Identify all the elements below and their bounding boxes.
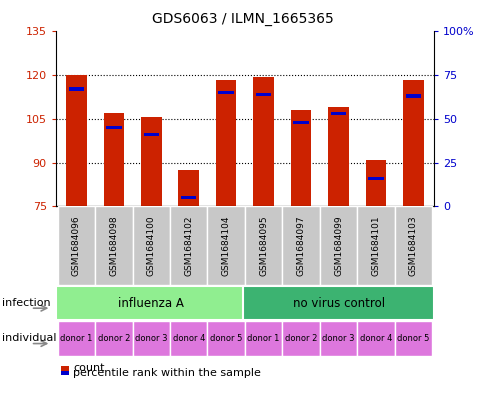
Bar [402, 79, 423, 206]
Bar [66, 75, 87, 206]
Bar [357, 321, 394, 356]
Text: GSM1684097: GSM1684097 [296, 215, 305, 276]
Text: influenza A: influenza A [118, 296, 184, 310]
Text: percentile rank within the sample: percentile rank within the sample [73, 368, 260, 378]
Text: GSM1684099: GSM1684099 [333, 215, 342, 276]
Bar [367, 176, 383, 180]
Text: donor 3: donor 3 [322, 334, 354, 343]
Bar [95, 206, 132, 285]
Text: individual: individual [2, 333, 57, 343]
Text: donor 4: donor 4 [172, 334, 205, 343]
Bar [256, 93, 271, 96]
Bar [242, 286, 433, 320]
Text: donor 5: donor 5 [210, 334, 242, 343]
Text: GSM1684096: GSM1684096 [72, 215, 81, 276]
Bar [170, 321, 207, 356]
Bar [330, 112, 346, 116]
Bar [293, 121, 308, 124]
Bar [69, 87, 84, 91]
Bar [218, 91, 233, 94]
Bar [181, 196, 196, 199]
Bar [132, 206, 170, 285]
Bar [143, 133, 159, 136]
Bar [365, 160, 386, 206]
Text: donor 5: donor 5 [396, 334, 429, 343]
Bar [207, 321, 244, 356]
Text: donor 4: donor 4 [359, 334, 392, 343]
Bar [215, 79, 236, 206]
Bar [290, 110, 311, 206]
Text: GSM1684104: GSM1684104 [221, 215, 230, 276]
Bar [95, 321, 132, 356]
Text: GSM1684103: GSM1684103 [408, 215, 417, 276]
Bar [60, 366, 69, 371]
Bar [178, 170, 198, 206]
Bar [58, 206, 95, 285]
Text: GDS6063 / ILMN_1665365: GDS6063 / ILMN_1665365 [151, 12, 333, 26]
Text: count: count [73, 363, 105, 373]
Bar [394, 321, 431, 356]
Bar [282, 321, 319, 356]
Text: GSM1684098: GSM1684098 [109, 215, 118, 276]
Bar [394, 206, 431, 285]
Bar [357, 206, 394, 285]
Text: donor 2: donor 2 [284, 334, 317, 343]
Bar [253, 77, 273, 206]
Bar [170, 206, 207, 285]
Bar [58, 321, 95, 356]
Text: donor 1: donor 1 [60, 334, 92, 343]
Bar [106, 126, 121, 129]
Bar [328, 107, 348, 206]
Bar [103, 113, 124, 206]
Bar [319, 206, 357, 285]
Bar [132, 321, 170, 356]
Bar [244, 206, 282, 285]
Text: infection: infection [2, 298, 51, 308]
Bar [319, 321, 357, 356]
Bar [207, 206, 244, 285]
Text: GSM1684101: GSM1684101 [371, 215, 380, 276]
Text: GSM1684102: GSM1684102 [184, 215, 193, 276]
Text: donor 1: donor 1 [247, 334, 279, 343]
Bar [141, 118, 161, 206]
Text: no virus control: no virus control [292, 296, 384, 310]
Text: GSM1684100: GSM1684100 [147, 215, 155, 276]
Text: GSM1684095: GSM1684095 [258, 215, 268, 276]
Bar [405, 94, 420, 98]
Text: donor 3: donor 3 [135, 334, 167, 343]
Bar [244, 321, 282, 356]
Bar [56, 286, 246, 320]
Text: donor 2: donor 2 [97, 334, 130, 343]
Bar [60, 371, 69, 375]
Bar [282, 206, 319, 285]
